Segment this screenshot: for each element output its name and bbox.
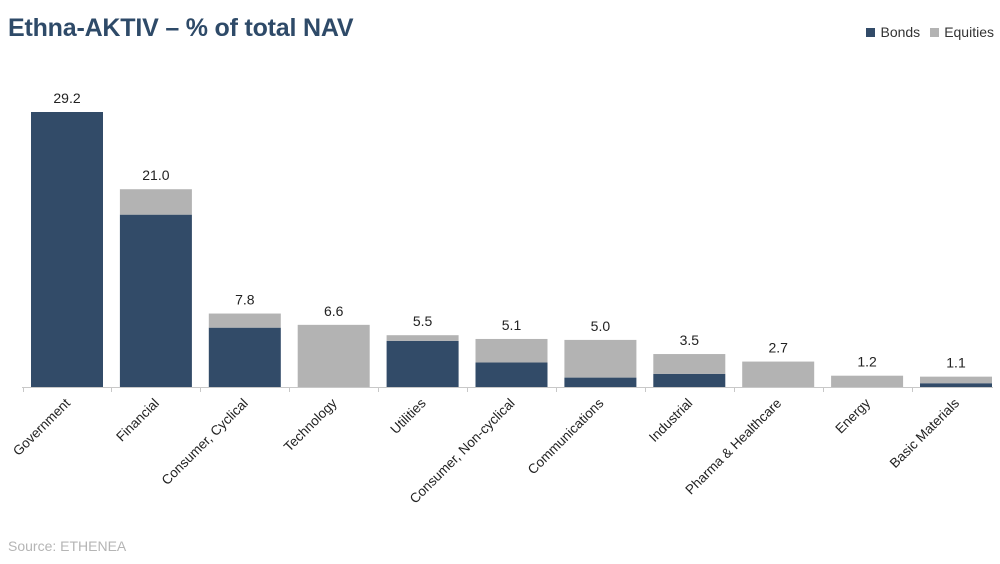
source-note: Source: ETHENEA	[8, 538, 127, 554]
data-label-utilities: 5.5	[413, 313, 433, 329]
bar-bonds-consumer-cyclical	[208, 327, 281, 387]
x-tick-label-pharma-and-healthcare: Pharma & Healthcare	[682, 396, 784, 498]
bar-bonds-government	[31, 112, 103, 387]
x-tick-label-industrial: Industrial	[646, 396, 695, 445]
legend-item-bonds: Bonds	[866, 24, 920, 40]
data-label-consumer-non-cyclical: 5.1	[502, 317, 522, 333]
bar-equities-consumer-cyclical	[208, 313, 281, 328]
x-tick-label-financial: Financial	[113, 396, 162, 445]
data-label-energy: 1.2	[857, 354, 877, 370]
data-label-communications: 5.0	[591, 318, 611, 334]
bar-bonds-consumer-non-cyclical	[475, 362, 548, 387]
bar-equities-energy	[831, 375, 904, 387]
x-tick-label-consumer-cyclical: Consumer, Cyclical	[159, 396, 251, 488]
x-tick-label-consumer-non-cyclical: Consumer, Non-cyclical	[407, 396, 518, 507]
legend-item-equities: Equities	[930, 24, 994, 40]
bar-equities-pharma-and-healthcare	[742, 361, 815, 387]
bar-equities-industrial	[653, 354, 726, 374]
x-tick-label-technology: Technology	[281, 395, 340, 454]
legend-swatch-equities	[930, 27, 940, 37]
bar-equities-financial	[119, 189, 192, 215]
bar-bonds-industrial	[653, 373, 726, 387]
data-label-technology: 6.6	[324, 303, 344, 319]
data-label-basic-materials: 1.1	[946, 355, 966, 371]
data-label-pharma-and-healthcare: 2.7	[768, 340, 788, 356]
data-label-consumer-cyclical: 7.8	[235, 292, 255, 308]
data-label-government: 29.2	[53, 90, 80, 106]
bar-equities-consumer-non-cyclical	[475, 338, 548, 363]
x-tick-label-basic-materials: Basic Materials	[887, 395, 963, 471]
bar-bonds-financial	[119, 214, 192, 387]
bar-equities-utilities	[386, 335, 459, 341]
x-tick-label-energy: Energy	[832, 395, 873, 436]
legend: Bonds Equities	[856, 24, 994, 40]
legend-swatch-bonds	[866, 27, 876, 37]
bar-equities-basic-materials	[920, 376, 992, 384]
data-label-financial: 21.0	[142, 167, 169, 183]
data-label-industrial: 3.5	[680, 332, 700, 348]
bar-bonds-utilities	[386, 340, 459, 387]
chart-title: Ethna-AKTIV – % of total NAV	[8, 14, 354, 42]
bar-equities-technology	[297, 324, 370, 387]
x-tick-label-government: Government	[10, 395, 73, 458]
x-tick-label-communications: Communications	[525, 395, 607, 477]
bar-bonds-communications	[564, 377, 637, 387]
legend-label-equities: Equities	[944, 24, 994, 40]
bar-equities-communications	[564, 339, 637, 378]
legend-label-bonds: Bonds	[880, 24, 921, 40]
bar-bonds-basic-materials	[920, 383, 992, 387]
x-tick-label-utilities: Utilities	[387, 395, 429, 437]
